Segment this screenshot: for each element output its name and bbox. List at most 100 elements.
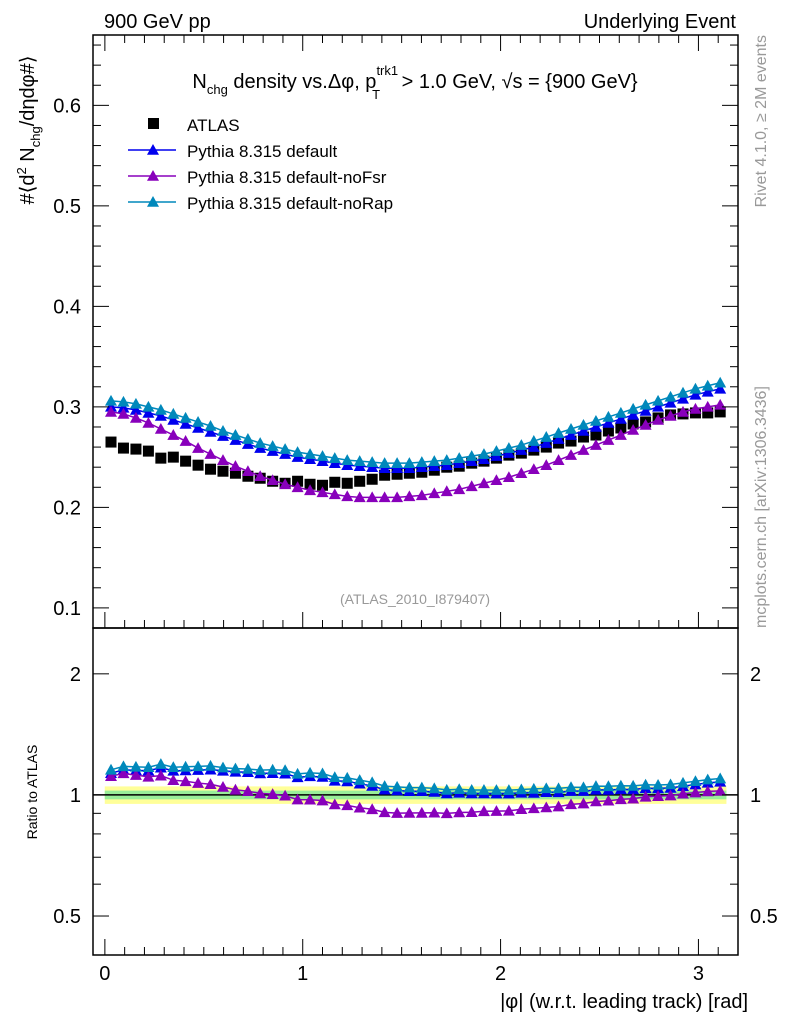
atlas-point xyxy=(366,473,378,485)
series-point xyxy=(602,410,615,422)
ratio-point xyxy=(353,774,366,785)
series-point xyxy=(105,394,118,406)
ratio-point xyxy=(552,782,565,794)
series-point xyxy=(477,477,490,489)
x-tick-label: 2 xyxy=(495,963,506,985)
series-point xyxy=(142,400,155,412)
series-point xyxy=(577,425,590,436)
series-point xyxy=(689,388,702,400)
ratio-point xyxy=(391,807,404,818)
y-tick-label: 0.3 xyxy=(53,397,81,419)
ratio-point xyxy=(216,761,229,773)
series-2 xyxy=(105,398,727,819)
ratio-point xyxy=(676,776,689,788)
ratio-point xyxy=(279,789,292,801)
ratio-point xyxy=(565,781,578,793)
tick-labels: 0 1 2 3 0.1 0.2 0.3 0.4 0.5 0.6 0.5 0.5 1 1 2 2 xyxy=(53,95,778,985)
atlas-point xyxy=(105,436,117,448)
atlas-point xyxy=(317,479,329,491)
ratio-point xyxy=(689,786,702,798)
ratio-point xyxy=(490,784,503,795)
series-point xyxy=(714,376,727,388)
series-point xyxy=(639,404,652,416)
series-point xyxy=(589,420,602,432)
series-point xyxy=(229,460,242,471)
ratio-point xyxy=(701,785,714,797)
series-point xyxy=(453,452,466,463)
atlas-point xyxy=(379,469,391,481)
series-point xyxy=(142,416,155,428)
legend: ATLAS Pythia 8.315 default Pythia 8.315 de… xyxy=(128,116,393,213)
series-point xyxy=(179,411,192,423)
series-point xyxy=(540,431,553,442)
series-point xyxy=(589,439,602,450)
ratio-point xyxy=(154,769,167,781)
data-marks xyxy=(105,376,727,819)
atlas-point xyxy=(304,478,316,490)
ratio-point xyxy=(105,770,118,781)
series-point xyxy=(527,435,540,446)
series-point xyxy=(229,429,242,440)
series-point xyxy=(179,417,192,429)
atlas-point xyxy=(229,467,241,479)
ratio-tick-label-right: 2 xyxy=(750,664,761,686)
series-point xyxy=(639,398,652,410)
atlas-point xyxy=(590,429,602,441)
series-point xyxy=(676,405,689,417)
ratio-point xyxy=(167,761,180,772)
series-point xyxy=(316,486,329,498)
series-point xyxy=(689,402,702,414)
series-point xyxy=(192,442,205,453)
ratio-point xyxy=(129,769,142,780)
y-tick-label: 0.4 xyxy=(53,296,81,318)
series-point xyxy=(328,452,341,463)
series-point xyxy=(129,403,142,415)
y-tick-label: 0.1 xyxy=(53,598,81,620)
ratio-point xyxy=(540,801,553,813)
series-point xyxy=(627,402,640,414)
ratio-point xyxy=(714,784,727,796)
ratio-point xyxy=(577,797,590,809)
series-point xyxy=(577,418,590,430)
series-point xyxy=(117,401,130,413)
series-point xyxy=(117,407,130,419)
series-point xyxy=(652,394,665,406)
series-point xyxy=(453,483,466,495)
ratio-point xyxy=(254,787,267,799)
series-point xyxy=(465,480,478,492)
series-point xyxy=(440,485,453,497)
y-axis-label: #⟨d2 Nchg/dηdφ#⟩ xyxy=(14,55,43,204)
series-point xyxy=(490,474,503,486)
ratio-point xyxy=(440,807,453,819)
series-point xyxy=(129,411,142,423)
series-point xyxy=(527,441,540,452)
series-point xyxy=(266,440,279,451)
series-point xyxy=(341,454,354,465)
series-point xyxy=(391,457,404,468)
atlas-point xyxy=(714,406,726,418)
ratio-point xyxy=(142,761,155,773)
ratio-point xyxy=(105,763,118,775)
series-point xyxy=(167,413,180,425)
ratio-point xyxy=(652,790,665,801)
series-point xyxy=(241,433,254,444)
series-point xyxy=(676,386,689,398)
series-point xyxy=(279,443,292,454)
series-point xyxy=(515,439,528,450)
ratio-point xyxy=(403,807,416,818)
axis-ticks xyxy=(93,35,738,956)
ratio-point xyxy=(415,806,428,818)
ratio-point xyxy=(565,798,578,810)
series-point xyxy=(552,433,565,444)
ratio-point xyxy=(304,766,317,778)
ratio-point xyxy=(304,793,317,805)
ratio-point xyxy=(477,784,490,795)
ratio-point xyxy=(515,783,528,795)
series-point xyxy=(266,474,279,486)
series-point xyxy=(105,405,118,417)
ratio-point xyxy=(515,803,528,815)
series-point xyxy=(428,455,441,466)
ratio-point xyxy=(465,783,478,795)
ratio-point xyxy=(428,806,441,818)
